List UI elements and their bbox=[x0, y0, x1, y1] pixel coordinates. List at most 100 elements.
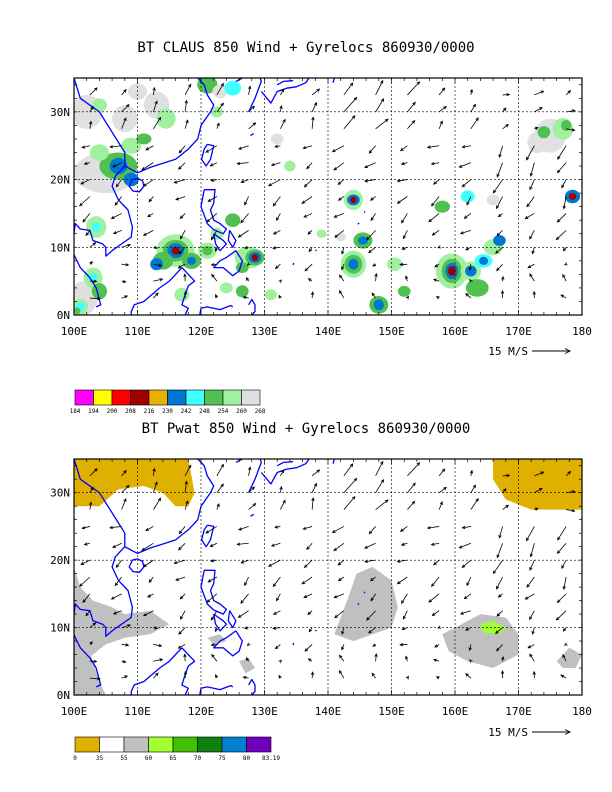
wind-vector bbox=[141, 542, 154, 551]
wind-vector-head bbox=[97, 677, 101, 681]
wind-vector bbox=[248, 486, 255, 493]
colorbar-swatch bbox=[130, 389, 150, 406]
coastline bbox=[250, 513, 255, 517]
wind-vector bbox=[563, 576, 567, 590]
wind-vector-head bbox=[353, 96, 358, 101]
wind-vector bbox=[114, 576, 122, 586]
wind-vector bbox=[311, 88, 320, 96]
wind-vector-head bbox=[399, 262, 404, 267]
wind-vector bbox=[248, 86, 251, 95]
wind-vector-head bbox=[562, 273, 566, 278]
wind-vector-head bbox=[492, 189, 497, 194]
wind-vector-head bbox=[115, 183, 120, 188]
wind-vector bbox=[89, 487, 94, 493]
wind-vector-head bbox=[384, 118, 389, 123]
coastline bbox=[292, 262, 295, 266]
wind-vector-head bbox=[434, 644, 439, 648]
wind-vector-head bbox=[177, 546, 182, 551]
wind-vector-head bbox=[268, 563, 272, 567]
wind-vector-head bbox=[177, 166, 182, 170]
wind-vector-head bbox=[122, 659, 127, 664]
wind-vector bbox=[370, 576, 376, 581]
wind-vector-head bbox=[243, 626, 248, 630]
wind-vector-head bbox=[341, 250, 345, 255]
wind-vector bbox=[211, 179, 217, 182]
wind-vector bbox=[368, 246, 376, 253]
colorbar-swatch bbox=[204, 389, 224, 406]
wind-vector-head bbox=[184, 480, 188, 485]
wind-vector bbox=[338, 196, 345, 201]
wind-vector-head bbox=[341, 266, 345, 271]
wind-vector bbox=[438, 106, 447, 113]
wind-vector-head bbox=[334, 614, 338, 619]
wind-vector bbox=[339, 670, 345, 679]
wind-vector bbox=[216, 464, 224, 477]
wind-vector bbox=[179, 145, 186, 154]
wind-vector-head bbox=[401, 627, 406, 631]
wind-vector bbox=[401, 213, 408, 223]
wind-vector bbox=[334, 593, 345, 598]
wind-vector-head bbox=[147, 213, 151, 218]
wind-vector-head bbox=[81, 526, 86, 530]
wind-vector bbox=[375, 118, 389, 130]
wind-vector bbox=[341, 627, 345, 635]
colorbar-label: 260 bbox=[236, 408, 247, 415]
wind-vector bbox=[333, 162, 345, 171]
wind-vector-head bbox=[147, 594, 151, 598]
wind-vector-head bbox=[469, 88, 474, 93]
coastline bbox=[200, 569, 228, 615]
wind-vector-head bbox=[416, 81, 421, 85]
wind-vector bbox=[375, 461, 384, 477]
wind-vector-head bbox=[82, 599, 86, 604]
wind-vector-head bbox=[526, 156, 530, 161]
wind-vector bbox=[153, 644, 162, 647]
wind-vector-head bbox=[93, 659, 98, 664]
wind-vector-head bbox=[124, 675, 129, 679]
wind-vector-head bbox=[563, 262, 568, 266]
lon-label: 100E bbox=[61, 325, 88, 338]
wind-vector bbox=[276, 213, 281, 221]
wind-vector bbox=[534, 107, 543, 113]
wind-vector bbox=[303, 526, 313, 530]
wind-vector-head bbox=[412, 101, 416, 106]
wind-vector-head bbox=[97, 297, 101, 301]
wind-vector-head bbox=[374, 272, 378, 277]
wind-vector-head bbox=[89, 261, 93, 265]
wind-vector-head bbox=[112, 164, 116, 168]
wind-vector-head bbox=[463, 215, 468, 219]
wind-vector-head bbox=[238, 527, 243, 531]
wind-vector-head bbox=[561, 184, 565, 189]
wind-vector bbox=[110, 145, 122, 148]
wind-vector-head bbox=[92, 622, 97, 626]
wind-vector bbox=[112, 162, 122, 168]
wind-vector-head bbox=[178, 530, 183, 535]
wind-vector bbox=[113, 610, 122, 615]
wind-vector bbox=[311, 469, 320, 477]
wind-vector bbox=[337, 179, 345, 185]
wind-vector-head bbox=[304, 267, 309, 272]
wind-vector-head bbox=[368, 530, 373, 535]
lon-label: 120E bbox=[188, 705, 215, 718]
wind-vector-head bbox=[496, 554, 500, 559]
wind-vector-head bbox=[303, 183, 308, 188]
wind-vector bbox=[397, 196, 408, 204]
wind-vector-head bbox=[175, 197, 180, 201]
wind-vector-head bbox=[437, 245, 442, 249]
wind-vector-head bbox=[402, 615, 406, 620]
wind-vector-head bbox=[244, 582, 248, 587]
wind-vector bbox=[216, 503, 220, 510]
wind-vector-head bbox=[495, 250, 499, 254]
wind-vector bbox=[502, 124, 509, 130]
wind-vector bbox=[175, 576, 186, 581]
wind-vector bbox=[496, 263, 503, 271]
cloud-shading bbox=[150, 258, 163, 271]
coastline bbox=[124, 459, 215, 555]
wind-vector-head bbox=[157, 497, 162, 502]
wind-vector bbox=[121, 295, 128, 299]
pwat-shading bbox=[480, 620, 506, 635]
wind-vector-head bbox=[531, 630, 535, 635]
wind-vector-head bbox=[526, 584, 530, 588]
wind-vector-head bbox=[468, 647, 472, 652]
colorbar-label: 254 bbox=[218, 408, 229, 415]
wind-vector-head bbox=[210, 616, 214, 621]
